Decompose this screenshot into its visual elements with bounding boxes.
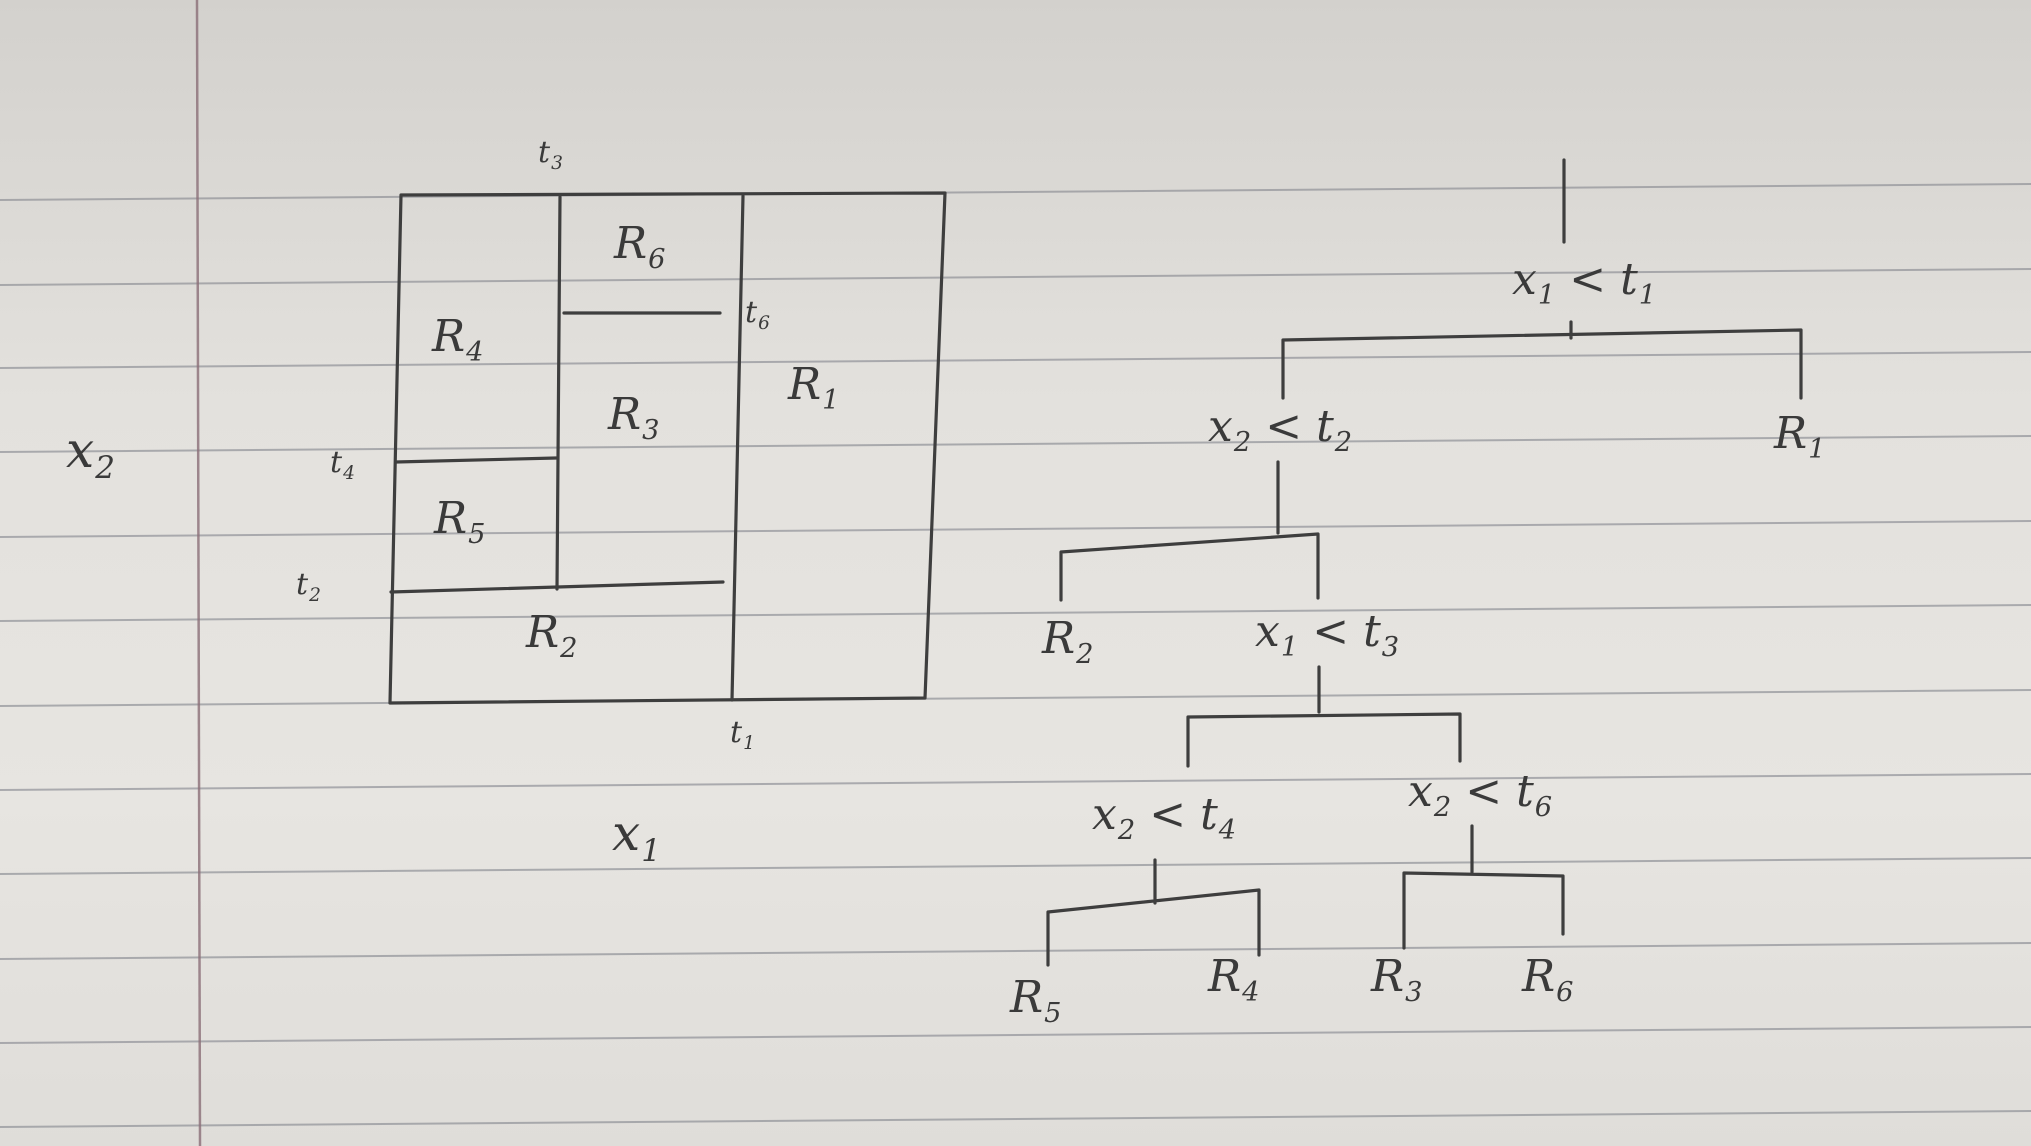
- threshold-label-t3: t3: [538, 135, 563, 174]
- threshold-label-t2: t2: [296, 567, 321, 606]
- tree-n3-branch: [1186, 665, 1462, 768]
- tree-n2-branch: [1059, 460, 1320, 602]
- partition-plot: [388, 191, 947, 705]
- split-t3: [555, 195, 562, 591]
- tree-leaf-r5: R5: [1010, 972, 1062, 1029]
- tree-leaf-r6: R6: [1522, 951, 1574, 1008]
- tree-node-x2-lt-t6: x2 < t6: [1408, 766, 1553, 823]
- tree-leaf-r2: R2: [1042, 613, 1094, 670]
- region-label-r6: R6: [614, 218, 666, 275]
- tree-root-branch: [1281, 320, 1803, 400]
- split-t4: [394, 456, 558, 464]
- tree-n6-branch: [1402, 824, 1565, 950]
- split-t1: [730, 194, 745, 702]
- region-label-r2: R2: [526, 607, 578, 664]
- tree-node-x1-lt-t3: x1 < t3: [1255, 606, 1400, 663]
- margin-line: [195, 0, 202, 1146]
- threshold-label-t1: t1: [730, 715, 755, 754]
- threshold-label-t6: t6: [745, 295, 770, 334]
- tree-leaf-r4: R4: [1208, 951, 1260, 1008]
- tree-node-root: x1 < t1: [1512, 254, 1657, 311]
- tree-node-x2-lt-t2: x2 < t2: [1208, 401, 1353, 458]
- threshold-label-t4: t4: [330, 445, 355, 484]
- axis-label-x2: x2: [66, 421, 115, 486]
- axis-label-x1: x1: [612, 804, 661, 869]
- tree-node-x2-lt-t4: x2 < t4: [1092, 789, 1237, 846]
- decision-tree: [1046, 158, 1803, 967]
- region-label-r5: R5: [434, 493, 486, 550]
- partition-frame: [388, 191, 947, 705]
- region-label-r3: R3: [608, 389, 660, 446]
- region-label-r4: R4: [432, 311, 484, 368]
- region-label-r1: R1: [788, 359, 840, 416]
- tree-leaf-r3: R3: [1371, 951, 1423, 1008]
- tree-leaf-r1: R1: [1774, 408, 1826, 465]
- tree-n4-branch: [1046, 858, 1261, 967]
